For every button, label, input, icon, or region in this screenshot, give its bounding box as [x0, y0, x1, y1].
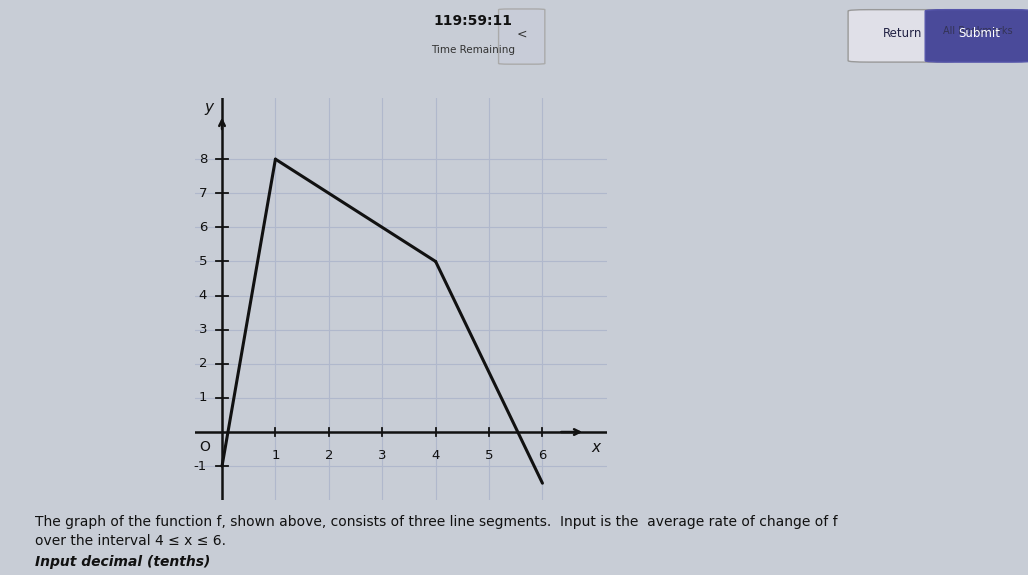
Text: 4: 4	[198, 289, 207, 302]
FancyBboxPatch shape	[925, 10, 1028, 62]
FancyBboxPatch shape	[499, 9, 545, 64]
Text: x: x	[591, 440, 600, 455]
Text: 5: 5	[485, 449, 493, 462]
Text: Time Remaining: Time Remaining	[431, 45, 515, 55]
Text: All Bookmarks: All Bookmarks	[943, 26, 1013, 36]
Text: The graph of the function f, shown above, consists of three line segments.  Inpu: The graph of the function f, shown above…	[35, 515, 838, 548]
Text: y: y	[205, 101, 213, 116]
Text: 6: 6	[539, 449, 547, 462]
Text: 7: 7	[198, 187, 207, 200]
Text: 1: 1	[271, 449, 280, 462]
Text: 119:59:11: 119:59:11	[434, 14, 512, 28]
Text: -1: -1	[194, 459, 207, 473]
Text: O: O	[199, 440, 211, 454]
FancyBboxPatch shape	[848, 10, 956, 62]
Text: 6: 6	[198, 221, 207, 234]
Text: 4: 4	[432, 449, 440, 462]
Text: 3: 3	[378, 449, 387, 462]
Text: Return: Return	[883, 26, 922, 40]
Text: 2: 2	[198, 357, 207, 370]
Text: 1: 1	[198, 392, 207, 404]
Text: 8: 8	[198, 152, 207, 166]
Text: <: <	[517, 28, 527, 41]
Text: 5: 5	[198, 255, 207, 268]
Text: Input decimal (tenths): Input decimal (tenths)	[35, 555, 211, 569]
Text: 2: 2	[325, 449, 333, 462]
Text: Submit: Submit	[959, 26, 1000, 40]
Text: 3: 3	[198, 323, 207, 336]
